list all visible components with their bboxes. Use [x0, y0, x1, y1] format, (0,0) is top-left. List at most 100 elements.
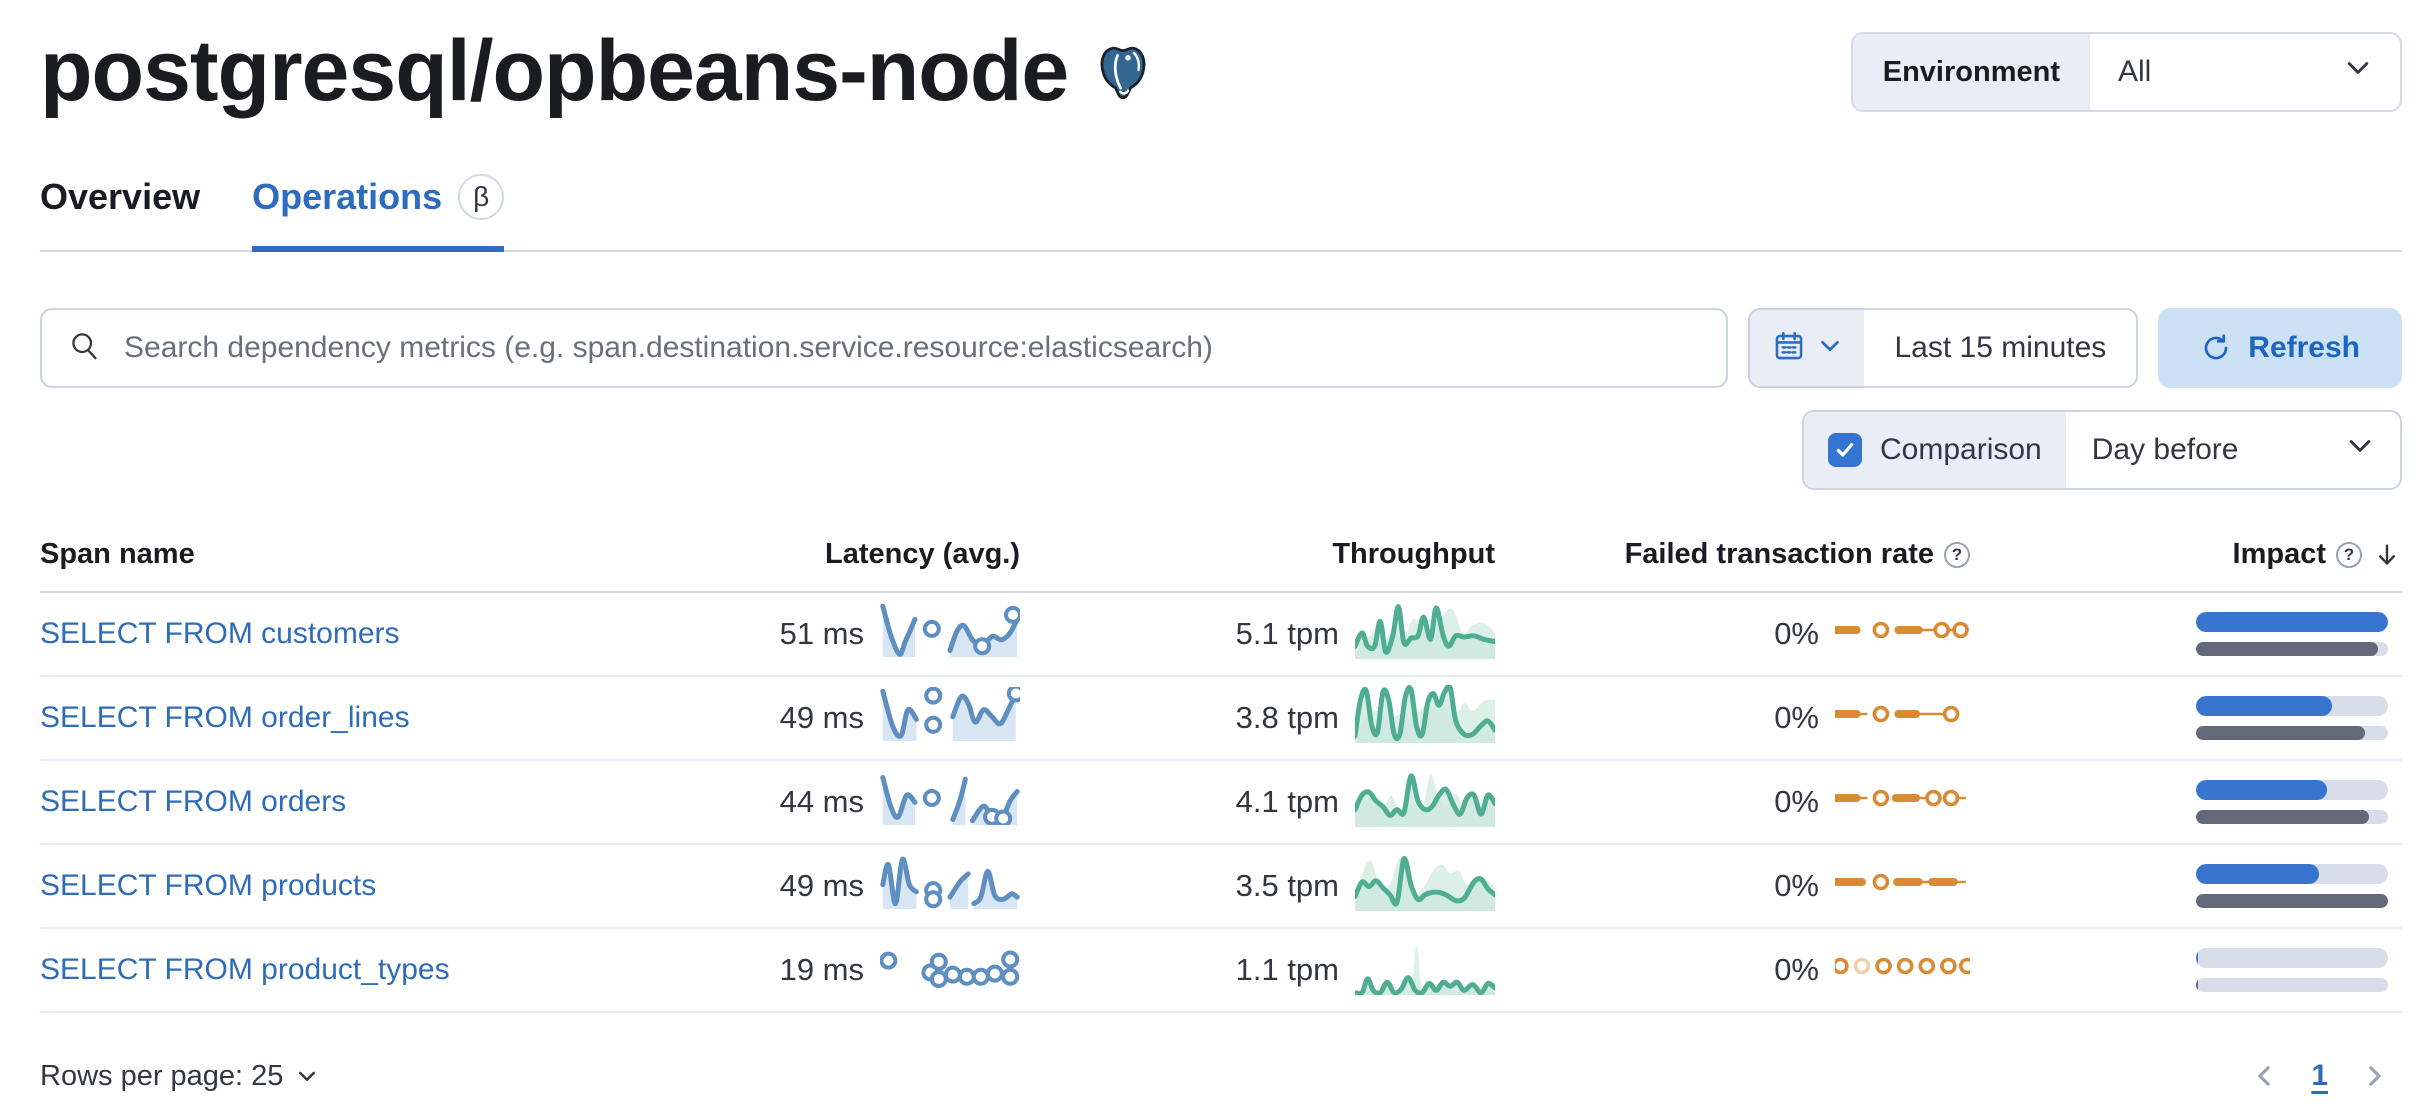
failed-rate-sparkline	[1831, 866, 1970, 906]
span-name-link[interactable]: SELECT FROM orders	[40, 785, 347, 819]
environment-select-value: All	[2118, 55, 2152, 88]
tab-operations[interactable]: Operations β	[252, 174, 505, 253]
impact-bars	[2196, 948, 2388, 993]
failed-rate-sparkline	[1831, 782, 1970, 822]
latency-value: 49 ms	[779, 868, 864, 904]
table-row: SELECT FROM product_types 19 ms 1.1 tpm 0%	[40, 929, 2402, 1014]
tab-operations-label: Operations	[252, 176, 443, 218]
environment-select[interactable]: All	[2090, 34, 2400, 110]
throughput-value: 3.5 tpm	[1235, 868, 1339, 904]
throughput-value: 4.1 tpm	[1235, 784, 1339, 820]
time-range-button[interactable]: Last 15 minutes	[1864, 310, 2137, 387]
tab-overview[interactable]: Overview	[40, 174, 200, 252]
rows-per-page-button[interactable]: Rows per page: 25	[40, 1060, 319, 1093]
failed-rate-sparkline	[1832, 950, 1976, 990]
throughput-sparkline	[1352, 769, 1498, 835]
throughput-sparkline	[1352, 937, 1498, 1003]
column-header-throughput[interactable]: Throughput	[1332, 538, 1495, 571]
search-icon	[68, 329, 102, 368]
failed-rate-cell: 0%	[1774, 950, 1976, 990]
throughput-value: 1.1 tpm	[1235, 952, 1339, 988]
comparison-select[interactable]: Day before	[2065, 412, 2400, 489]
beta-badge: β	[458, 174, 505, 221]
previous-page-icon[interactable]	[2251, 1063, 2277, 1089]
toolbar: Last 15 minutes Refresh	[40, 308, 2402, 389]
throughput-cell: 5.1 tpm	[1236, 601, 1498, 667]
column-header-failed-rate[interactable]: Failed transaction rate?	[1625, 538, 1970, 571]
latency-value: 51 ms	[779, 616, 864, 652]
impact-bar-current	[2196, 864, 2388, 885]
latency-sparkline	[880, 684, 1025, 749]
date-picker: Last 15 minutes	[1748, 308, 2139, 389]
comparison-label: Comparison	[1880, 433, 2042, 467]
impact-bar-current	[2196, 612, 2388, 633]
failed-rate-cell: 0%	[1774, 614, 1970, 654]
span-name-link[interactable]: SELECT FROM order_lines	[40, 701, 410, 735]
failed-rate-sparkline	[1831, 614, 1970, 654]
refresh-button[interactable]: Refresh	[2158, 308, 2402, 389]
latency-cell: 44 ms	[780, 771, 1020, 833]
impact-bars	[2196, 612, 2388, 657]
comparison-row: Comparison Day before	[40, 410, 2402, 491]
column-header-impact[interactable]: Impact?	[2233, 538, 2402, 571]
impact-bar-current	[2196, 780, 2388, 801]
postgresql-logo-icon	[1094, 42, 1152, 100]
latency-sparkline	[879, 939, 1020, 1001]
table-row: SELECT FROM order_lines 49 ms 3.8 tpm 0%	[40, 677, 2402, 762]
impact-bar-previous	[2196, 642, 2388, 657]
table-footer: Rows per page: 25 1	[40, 1059, 2402, 1093]
throughput-value: 3.8 tpm	[1235, 700, 1339, 736]
throughput-cell: 3.5 tpm	[1235, 853, 1498, 919]
sort-descending-icon	[2372, 540, 2402, 570]
failed-rate-cell: 0%	[1774, 782, 1970, 822]
help-icon[interactable]: ?	[1944, 541, 1970, 568]
help-icon[interactable]: ?	[2336, 541, 2362, 568]
search-box	[40, 308, 1729, 389]
pagination: 1	[2251, 1059, 2402, 1093]
date-picker-calendar-button[interactable]	[1750, 310, 1865, 387]
comparison-select-value: Day before	[2091, 433, 2239, 467]
latency-value: 19 ms	[779, 952, 864, 988]
latency-sparkline	[880, 603, 1022, 665]
latency-value: 44 ms	[779, 784, 864, 820]
chevron-down-icon	[295, 1064, 319, 1088]
failed-rate-value: 0%	[1774, 784, 1819, 820]
failed-rate-value: 0%	[1774, 700, 1819, 736]
throughput-cell: 3.8 tpm	[1235, 683, 1498, 751]
table-header: Span name Latency (avg.) Throughput Fail…	[40, 524, 2402, 594]
failed-rate-value: 0%	[1774, 952, 1819, 988]
throughput-cell: 4.1 tpm	[1235, 769, 1498, 835]
next-page-icon[interactable]	[2362, 1063, 2388, 1089]
search-input[interactable]	[122, 330, 1701, 367]
failed-rate-sparkline	[1831, 698, 1970, 738]
page-number-1[interactable]: 1	[2311, 1059, 2328, 1093]
latency-cell: 51 ms	[779, 603, 1022, 665]
latency-cell: 49 ms	[780, 684, 1025, 749]
impact-bar-previous	[2196, 726, 2388, 741]
impact-bars	[2196, 696, 2388, 741]
failed-rate-value: 0%	[1774, 616, 1819, 652]
table-row: SELECT FROM products 49 ms 3.5 tpm 0%	[40, 845, 2402, 930]
span-name-link[interactable]: SELECT FROM customers	[40, 617, 400, 651]
column-header-span-name[interactable]: Span name	[40, 538, 195, 571]
throughput-sparkline	[1352, 683, 1498, 751]
calendar-icon	[1772, 329, 1806, 368]
table-row: SELECT FROM orders 44 ms 4.1 tpm 0%	[40, 761, 2402, 846]
page-header: postgresql/opbeans-node Environment All	[40, 0, 2402, 116]
rows-per-page-label: Rows per page: 25	[40, 1059, 284, 1092]
column-header-latency[interactable]: Latency (avg.)	[825, 538, 1020, 571]
throughput-sparkline	[1352, 853, 1498, 919]
page-title: postgresql/opbeans-node	[40, 23, 1069, 119]
span-name-link[interactable]: SELECT FROM products	[40, 869, 377, 903]
comparison-checkbox[interactable]	[1828, 433, 1862, 468]
comparison-control: Comparison Day before	[1802, 410, 2402, 491]
chevron-down-icon	[2346, 432, 2374, 468]
tab-bar: Overview Operations β	[40, 174, 2402, 253]
latency-sparkline	[880, 771, 1020, 833]
span-name-link[interactable]: SELECT FROM product_types	[40, 953, 450, 987]
impact-bars	[2196, 864, 2388, 909]
throughput-sparkline	[1352, 601, 1498, 667]
table-row: SELECT FROM customers 51 ms 5.1 tpm 0%	[40, 593, 2402, 678]
environment-filter: Environment All	[1850, 32, 2402, 112]
